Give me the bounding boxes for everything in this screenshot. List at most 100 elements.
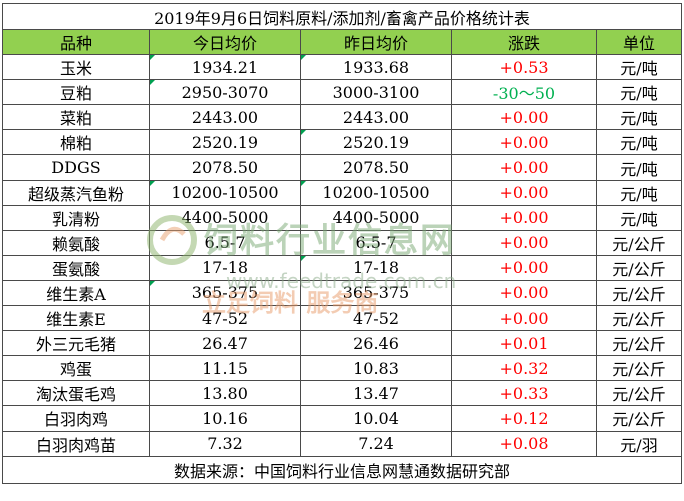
header-unit[interactable]: 单位 [596,28,682,56]
cell-marker-icon [150,181,155,186]
cell-today-price[interactable]: 10200-10500 [149,179,301,206]
cell-unit[interactable]: 元/吨 [596,179,682,206]
cell-unit[interactable]: 元/公斤 [596,305,682,332]
cell-today-price[interactable]: 11.15 [149,355,301,382]
cell-variety[interactable]: 玉米 [2,54,150,81]
table-row: 赖氨酸 6.5-7 6.5-7 +0.00 元/公斤 [2,229,682,256]
header-yesterday-price[interactable]: 昨日均价 [300,28,452,56]
cell-unit[interactable]: 元/公斤 [596,279,682,307]
cell-yesterday-price[interactable]: 3000-3100 [300,79,452,106]
cell-change[interactable]: +0.08 [451,430,597,457]
cell-marker-icon [301,181,306,186]
cell-change[interactable]: +0.00 [451,229,597,256]
cell-change[interactable]: +0.00 [451,179,597,206]
table-row: 蛋氨酸 17-18 17-18 +0.00 元/公斤 [2,254,682,281]
cell-yesterday-price[interactable]: 10.83 [300,355,452,382]
table-title[interactable]: 2019年9月6日饲料原料/添加剂/畜禽产品价格统计表 [2,3,682,30]
cell-unit[interactable]: 元/吨 [596,79,682,106]
cell-yesterday-price[interactable]: 365-375 [300,279,452,307]
source-row: 数据来源：中国饲料行业信息网慧通数据研究部 [2,455,682,484]
cell-variety[interactable]: 白羽肉鸡 [2,405,150,432]
cell-today-price[interactable]: 2520.19 [149,129,301,156]
cell-change[interactable]: +0.00 [451,279,597,307]
cell-change[interactable]: +0.01 [451,330,597,357]
cell-marker-icon [301,55,306,61]
table-row: 乳清粉 4400-5000 4400-5000 +0.00 元/吨 [2,204,682,231]
header-variety[interactable]: 品种 [2,28,150,56]
cell-variety[interactable]: DDGS [2,154,150,181]
table-row: 豆粕 2950-3070 3000-3100 -30～50 元/吨 [2,79,682,106]
cell-unit[interactable]: 元/吨 [596,104,682,131]
table-row: 棉粕 2520.19 2520.19 +0.00 元/吨 [2,129,682,156]
cell-today-price[interactable]: 26.47 [149,330,301,357]
cell-today-price[interactable]: 4400-5000 [149,204,301,231]
cell-yesterday-price[interactable]: 2078.50 [300,154,452,181]
cell-variety[interactable]: 淘汰蛋毛鸡 [2,380,150,407]
cell-change[interactable]: +0.00 [451,204,597,231]
cell-today-price[interactable]: 1934.21 [149,54,301,81]
cell-yesterday-price[interactable]: 47-52 [300,305,452,332]
cell-variety[interactable]: 维生素A [2,279,150,307]
cell-variety[interactable]: 白羽肉鸡苗 [2,430,150,457]
cell-today-price[interactable]: 2443.00 [149,104,301,131]
cell-today-price[interactable]: 2078.50 [149,154,301,181]
cell-change[interactable]: +0.53 [451,54,597,81]
cell-today-price[interactable]: 6.5-7 [149,229,301,256]
cell-unit[interactable]: 元/公斤 [596,254,682,281]
cell-unit[interactable]: 元/公斤 [596,229,682,256]
table-row: 白羽肉鸡苗 7.32 7.24 +0.08 元/羽 [2,430,682,457]
cell-unit[interactable]: 元/公斤 [596,380,682,407]
cell-yesterday-price[interactable]: 4400-5000 [300,204,452,231]
cell-yesterday-price[interactable]: 10.04 [300,405,452,432]
data-source-note[interactable]: 数据来源：中国饲料行业信息网慧通数据研究部 [2,455,682,484]
cell-unit[interactable]: 元/公斤 [596,355,682,382]
cell-marker-icon [150,281,155,286]
cell-yesterday-price[interactable]: 13.47 [300,380,452,407]
cell-variety[interactable]: 豆粕 [2,79,150,106]
cell-unit[interactable]: 元/吨 [596,54,682,81]
cell-variety[interactable]: 棉粕 [2,129,150,156]
cell-today-price[interactable]: 2950-3070 [149,79,301,106]
cell-change[interactable]: +0.33 [451,380,597,407]
table-row: 白羽肉鸡 10.16 10.04 +0.12 元/公斤 [2,405,682,432]
cell-yesterday-price[interactable]: 7.24 [300,430,452,457]
cell-yesterday-price[interactable]: 2520.19 [300,129,452,156]
cell-marker-icon [150,55,155,61]
cell-change[interactable]: +0.00 [451,104,597,131]
cell-variety[interactable]: 乳清粉 [2,204,150,231]
cell-today-price[interactable]: 365-375 [149,279,301,307]
cell-yesterday-price[interactable]: 1933.68 [300,54,452,81]
cell-unit[interactable]: 元/吨 [596,204,682,231]
cell-change[interactable]: +0.00 [451,254,597,281]
cell-unit[interactable]: 元/吨 [596,154,682,181]
cell-change[interactable]: +0.00 [451,154,597,181]
cell-variety[interactable]: 超级蒸汽鱼粉 [2,179,150,206]
cell-today-price[interactable]: 17-18 [149,254,301,281]
header-change[interactable]: 涨跌 [451,28,597,56]
cell-today-price[interactable]: 10.16 [149,405,301,432]
cell-variety[interactable]: 蛋氨酸 [2,254,150,281]
cell-change[interactable]: +0.00 [451,129,597,156]
cell-variety[interactable]: 鸡蛋 [2,355,150,382]
cell-variety[interactable]: 维生素E [2,305,150,332]
cell-change[interactable]: +0.00 [451,305,597,332]
cell-change[interactable]: +0.12 [451,405,597,432]
cell-unit[interactable]: 元/羽 [596,430,682,457]
cell-yesterday-price[interactable]: 2443.00 [300,104,452,131]
cell-today-price[interactable]: 7.32 [149,430,301,457]
cell-change[interactable]: -30～50 [451,79,597,106]
cell-unit[interactable]: 元/公斤 [596,330,682,357]
cell-today-price[interactable]: 47-52 [149,305,301,332]
cell-unit[interactable]: 元/公斤 [596,405,682,432]
header-today-price[interactable]: 今日均价 [149,28,301,56]
cell-unit[interactable]: 元/吨 [596,129,682,156]
cell-yesterday-price[interactable]: 17-18 [300,254,452,281]
cell-yesterday-price[interactable]: 10200-10500 [300,179,452,206]
cell-variety[interactable]: 外三元毛猪 [2,330,150,357]
cell-yesterday-price[interactable]: 26.46 [300,330,452,357]
cell-variety[interactable]: 菜粕 [2,104,150,131]
cell-variety[interactable]: 赖氨酸 [2,229,150,256]
cell-yesterday-price[interactable]: 6.5-7 [300,229,452,256]
cell-change[interactable]: +0.32 [451,355,597,382]
cell-today-price[interactable]: 13.80 [149,380,301,407]
